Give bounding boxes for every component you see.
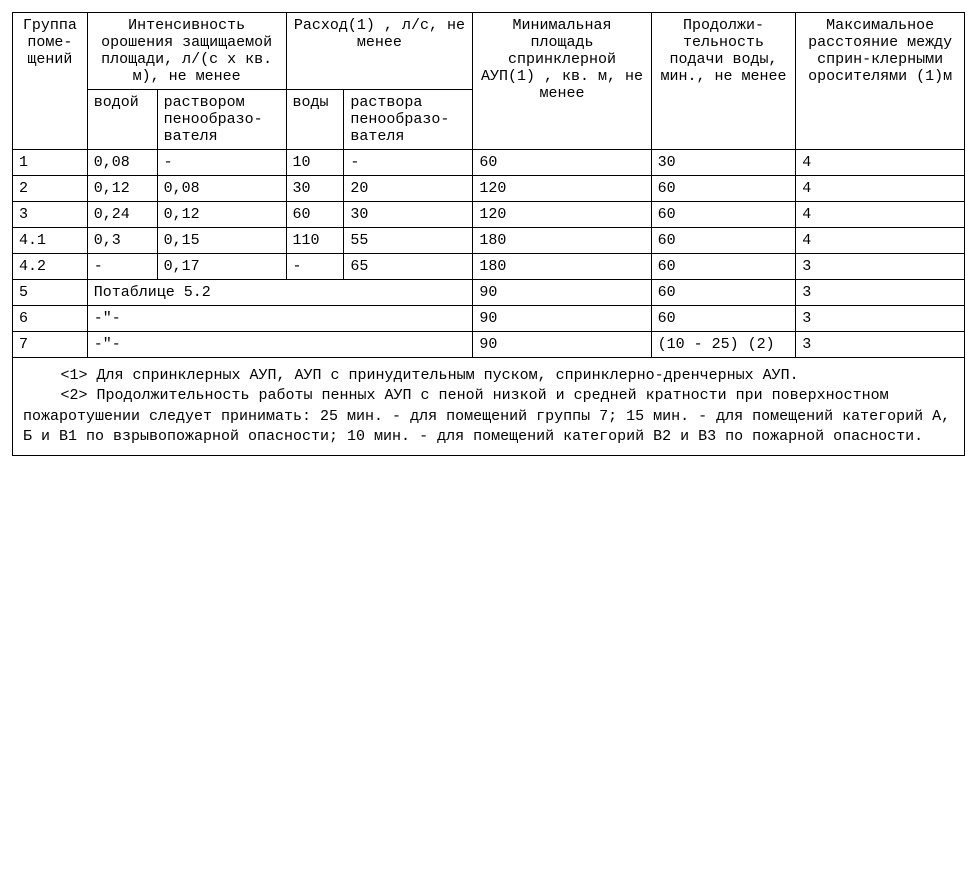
table-row: 4.1 0,3 0,15 110 55 180 60 4 xyxy=(13,228,965,254)
cell-flow-foam: 30 xyxy=(344,202,473,228)
cell-water: 0,3 xyxy=(87,228,157,254)
normative-table: Группа поме-щений Интенсивность орошения… xyxy=(12,12,965,456)
cell-group: 3 xyxy=(13,202,88,228)
cell-water: - xyxy=(87,254,157,280)
footnote-1: <1> Для спринклерных АУП, АУП с принудит… xyxy=(23,366,954,386)
cell-duration: 30 xyxy=(651,150,796,176)
cell-duration: 60 xyxy=(651,202,796,228)
cell-area: 90 xyxy=(473,306,651,332)
table-row: 7 -"- 90 (10 - 25) (2) 3 xyxy=(13,332,965,358)
cell-flow-water: 110 xyxy=(286,228,344,254)
cell-distance: 3 xyxy=(796,280,965,306)
cell-area: 180 xyxy=(473,254,651,280)
cell-water: 0,08 xyxy=(87,150,157,176)
table-row: 4.2 - 0,17 - 65 180 60 3 xyxy=(13,254,965,280)
subheader-flow-water: воды xyxy=(286,90,344,150)
cell-distance: 3 xyxy=(796,332,965,358)
cell-duration: 60 xyxy=(651,306,796,332)
cell-flow-water: 30 xyxy=(286,176,344,202)
cell-distance: 4 xyxy=(796,150,965,176)
cell-distance: 3 xyxy=(796,254,965,280)
cell-water: 0,24 xyxy=(87,202,157,228)
cell-foam: 0,12 xyxy=(157,202,286,228)
header-flow: Расход(1) , л/с, не менее xyxy=(286,13,473,90)
cell-distance: 4 xyxy=(796,176,965,202)
table-row: 6 -"- 90 60 3 xyxy=(13,306,965,332)
cell-merged: -"- xyxy=(87,332,473,358)
cell-foam: 0,08 xyxy=(157,176,286,202)
cell-duration: 60 xyxy=(651,228,796,254)
header-distance: Максимальное расстояние между сприн-клер… xyxy=(796,13,965,150)
table-row: 1 0,08 - 10 - 60 30 4 xyxy=(13,150,965,176)
cell-foam: 0,15 xyxy=(157,228,286,254)
cell-area: 90 xyxy=(473,280,651,306)
header-intensity: Интенсивность орошения защищаемой площад… xyxy=(87,13,286,90)
cell-flow-water: - xyxy=(286,254,344,280)
footnote-2: <2> Продолжительность работы пенных АУП … xyxy=(23,386,954,447)
table-row: 3 0,24 0,12 60 30 120 60 4 xyxy=(13,202,965,228)
cell-duration: 60 xyxy=(651,280,796,306)
cell-group: 1 xyxy=(13,150,88,176)
header-group: Группа поме-щений xyxy=(13,13,88,150)
cell-group: 4.1 xyxy=(13,228,88,254)
cell-duration: (10 - 25) (2) xyxy=(651,332,796,358)
footnote-cell: <1> Для спринклерных АУП, АУП с принудит… xyxy=(13,358,965,456)
cell-group: 7 xyxy=(13,332,88,358)
cell-water: 0,12 xyxy=(87,176,157,202)
cell-area: 120 xyxy=(473,176,651,202)
cell-area: 60 xyxy=(473,150,651,176)
table-row: 5 Потаблице 5.2 90 60 3 xyxy=(13,280,965,306)
cell-group: 4.2 xyxy=(13,254,88,280)
cell-flow-water: 10 xyxy=(286,150,344,176)
cell-flow-foam: 65 xyxy=(344,254,473,280)
cell-flow-foam: 20 xyxy=(344,176,473,202)
table-row: 2 0,12 0,08 30 20 120 60 4 xyxy=(13,176,965,202)
cell-duration: 60 xyxy=(651,176,796,202)
cell-merged: Потаблице 5.2 xyxy=(87,280,473,306)
cell-flow-water: 60 xyxy=(286,202,344,228)
cell-area: 120 xyxy=(473,202,651,228)
cell-foam: - xyxy=(157,150,286,176)
cell-duration: 60 xyxy=(651,254,796,280)
cell-group: 2 xyxy=(13,176,88,202)
cell-merged: -"- xyxy=(87,306,473,332)
cell-foam: 0,17 xyxy=(157,254,286,280)
cell-group: 5 xyxy=(13,280,88,306)
header-duration: Продолжи-тельность подачи воды, мин., не… xyxy=(651,13,796,150)
subheader-flow-foam: раствора пенообразо-вателя xyxy=(344,90,473,150)
cell-group: 6 xyxy=(13,306,88,332)
cell-area: 180 xyxy=(473,228,651,254)
subheader-foam: раствором пенообразо-вателя xyxy=(157,90,286,150)
subheader-water: водой xyxy=(87,90,157,150)
cell-distance: 4 xyxy=(796,228,965,254)
cell-distance: 3 xyxy=(796,306,965,332)
header-area: Минимальная площадь спринклерной АУП(1) … xyxy=(473,13,651,150)
cell-flow-foam: - xyxy=(344,150,473,176)
cell-distance: 4 xyxy=(796,202,965,228)
cell-flow-foam: 55 xyxy=(344,228,473,254)
cell-area: 90 xyxy=(473,332,651,358)
